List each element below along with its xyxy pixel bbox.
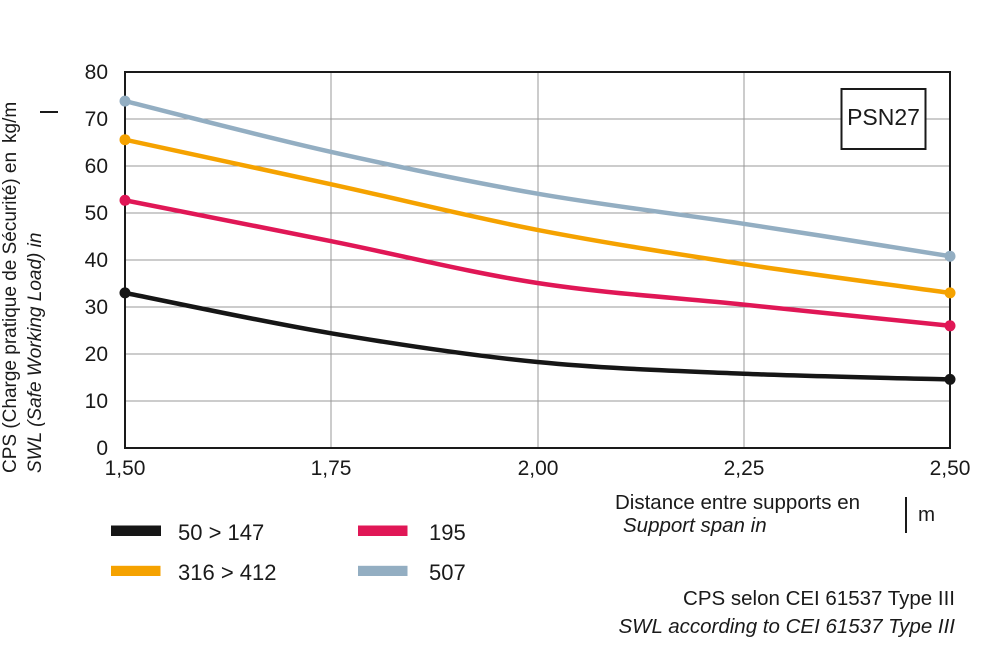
svg-text:SWL according to CEI 61537 Typ: SWL according to CEI 61537 Type III <box>618 615 955 638</box>
svg-text:Support span in: Support span in <box>623 514 767 537</box>
svg-text:70: 70 <box>85 108 108 131</box>
svg-text:CPS selon CEI 61537 Type III: CPS selon CEI 61537 Type III <box>683 587 955 610</box>
svg-text:50: 50 <box>85 202 108 225</box>
svg-text:Distance entre supports en: Distance entre supports en <box>615 491 860 514</box>
svg-text:1,50: 1,50 <box>105 457 146 480</box>
svg-text:60: 60 <box>85 155 108 178</box>
svg-text:40: 40 <box>85 249 108 272</box>
svg-text:2,00: 2,00 <box>518 457 559 480</box>
svg-text:80: 80 <box>85 61 108 84</box>
svg-text:1,75: 1,75 <box>311 457 352 480</box>
svg-text:2,50: 2,50 <box>930 457 971 480</box>
svg-text:507: 507 <box>429 560 466 585</box>
svg-text:m: m <box>918 503 935 526</box>
svg-text:30: 30 <box>85 296 108 319</box>
svg-text:2,25: 2,25 <box>724 457 765 480</box>
svg-text:195: 195 <box>429 520 466 545</box>
svg-text:316 > 412: 316 > 412 <box>178 560 276 585</box>
svg-text:PSN27: PSN27 <box>847 104 920 130</box>
svg-text:50 > 147: 50 > 147 <box>178 520 264 545</box>
svg-text:10: 10 <box>85 390 108 413</box>
svg-text:20: 20 <box>85 343 108 366</box>
